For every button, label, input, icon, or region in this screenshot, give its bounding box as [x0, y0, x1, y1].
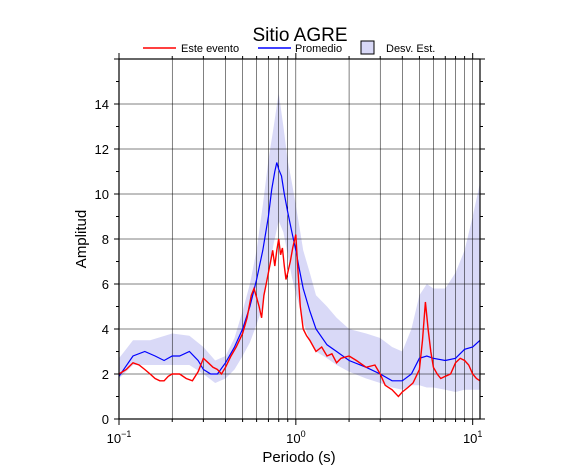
chart-title: Sitio AGRE [252, 25, 347, 46]
y-tick-label: 14 [95, 97, 109, 112]
y-tick-label: 10 [95, 187, 109, 202]
legend-label-desv-est: Desv. Est. [386, 43, 435, 55]
series-promedio-line [118, 162, 481, 382]
plot-area [118, 58, 481, 420]
y-tick-label: 4 [102, 322, 109, 337]
y-axis-label: Amplitud [73, 210, 90, 268]
y-tick-label: 2 [102, 367, 109, 382]
x-axis-label: Periodo (s) [262, 449, 335, 466]
y-tick-label: 6 [102, 277, 109, 292]
x-tick-label: 10−1 [107, 429, 132, 446]
x-tick-label: 101 [463, 429, 482, 446]
y-tick-label: 12 [95, 142, 109, 157]
series-este-evento-line [118, 234, 481, 398]
x-tick-label: 100 [286, 429, 305, 446]
std-dev-band [119, 92, 480, 393]
legend: Este evento Promedio Desv. Est. [143, 40, 435, 55]
legend-label-este-evento: Este evento [181, 43, 239, 55]
y-axis: 0 2 4 6 8 10 12 14 [95, 58, 485, 427]
y-tick-label: 0 [102, 412, 109, 427]
legend-swatch-desv-est [360, 40, 375, 55]
y-tick-label: 8 [102, 232, 109, 247]
legend-label-promedio: Promedio [295, 43, 342, 55]
